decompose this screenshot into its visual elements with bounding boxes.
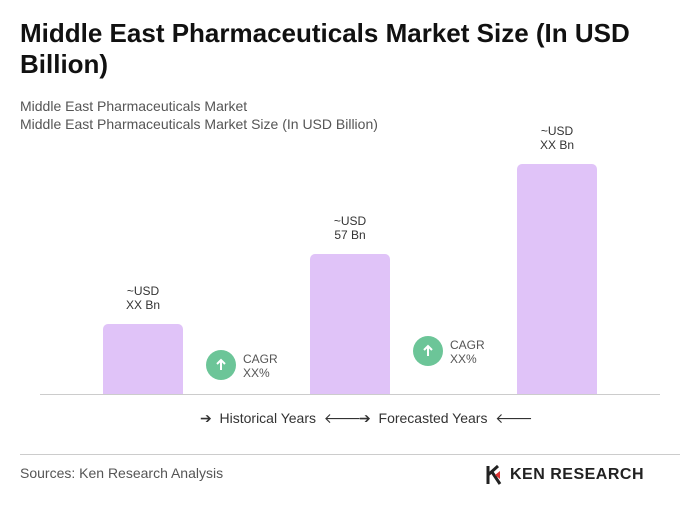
baseline: [40, 394, 660, 395]
logo-icon: [486, 464, 502, 485]
legend-item: ➔ Forecasted Years 🡐: [359, 410, 533, 426]
cagr-icon: [413, 336, 443, 366]
bar: [103, 323, 183, 394]
bar: [310, 253, 390, 394]
legend-item: ➔ Historical Years 🡐: [200, 410, 362, 426]
value-label: ~USD XX Bn: [539, 124, 575, 152]
legend-label: Historical Years: [219, 410, 317, 426]
legend-label: Forecasted Years: [378, 410, 488, 426]
arrow-icon: [216, 358, 226, 370]
subtitle: Middle East Pharmaceuticals Market: [20, 98, 248, 114]
logo: KEN RESEARCH: [486, 464, 644, 486]
arrow-icon: [423, 344, 433, 356]
value-label: ~USD XX Bn: [125, 283, 161, 312]
chart-title: Middle East Pharmaceuticals Market Size …: [20, 18, 630, 79]
separator: [20, 454, 680, 455]
subtitle: Middle East Pharmaceuticals Market Size …: [20, 116, 378, 132]
cagr-label: CAGR XX%: [243, 352, 278, 380]
source: Sources: Ken Research Analysis: [20, 465, 224, 481]
value-label: ~USD 57 Bn: [333, 213, 367, 242]
brand: KEN RESEARCH: [510, 466, 645, 483]
cagr-icon: [206, 350, 236, 380]
cagr-label: CAGR XX%: [450, 338, 485, 366]
bar: [517, 164, 597, 394]
